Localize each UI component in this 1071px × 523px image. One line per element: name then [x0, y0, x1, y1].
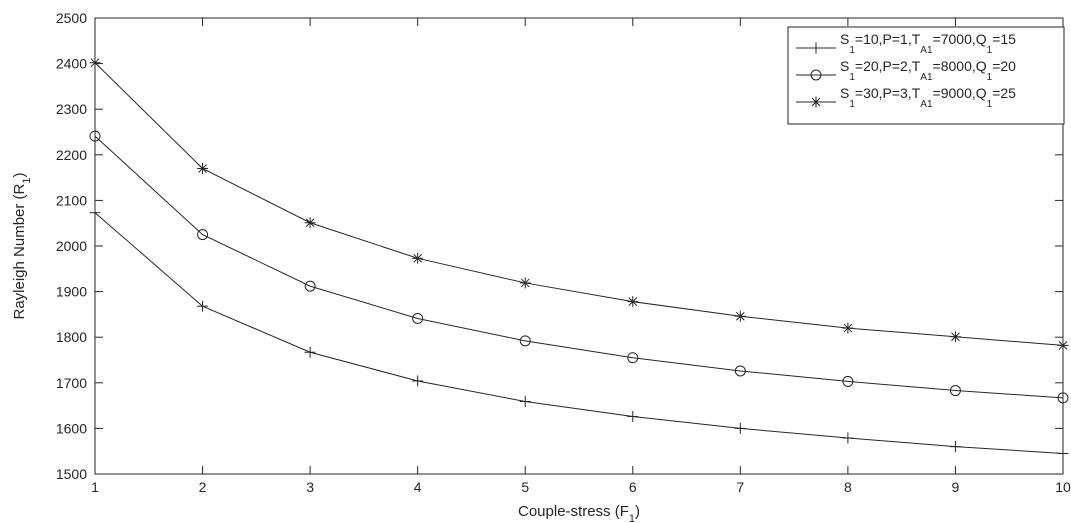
data-point-circle — [1057, 392, 1069, 404]
data-point-circle — [627, 352, 639, 364]
data-point-circle — [949, 385, 961, 397]
star-d2 — [951, 332, 960, 342]
data-point-plus — [89, 207, 101, 219]
series-line-asterisk — [94, 62, 1064, 346]
data-point-asterisk — [412, 252, 424, 264]
x-tick-label: 5 — [521, 479, 529, 495]
star-d2 — [305, 218, 315, 228]
data-point-asterisk — [519, 277, 531, 289]
y-tick-label: 2100 — [56, 192, 87, 208]
y-tick-label: 2500 — [56, 10, 87, 26]
legend-entry-circle: S1=20,P=2,TA1=8000,Q1=20 — [840, 58, 1016, 83]
series-layer — [89, 57, 1069, 459]
y-tick-label: 1500 — [56, 466, 87, 482]
legend-swatch-asterisk — [810, 96, 822, 108]
circle-mark — [842, 375, 854, 387]
legend-swatch-circle — [810, 69, 822, 81]
data-point-asterisk — [842, 322, 854, 334]
data-point-plus — [304, 346, 316, 358]
x-tick-label: 1 — [91, 479, 99, 495]
star-d2 — [520, 278, 530, 288]
data-point-circle — [734, 365, 746, 377]
data-point-plus — [627, 411, 639, 423]
data-point-asterisk — [949, 331, 961, 343]
data-point-circle — [412, 313, 424, 325]
circle-mark — [89, 130, 101, 142]
circle-mark — [734, 365, 746, 377]
legend-swatch-plus — [810, 42, 822, 54]
circle-mark — [627, 352, 639, 364]
x-tick-label: 4 — [414, 479, 422, 495]
circle-mark — [519, 335, 531, 347]
star-d2 — [413, 253, 423, 263]
y-tick-label: 1900 — [56, 284, 87, 300]
y-tick-label: 1600 — [56, 420, 87, 436]
circle-mark — [1057, 392, 1069, 404]
data-point-plus — [842, 432, 854, 444]
x-tick-label: 7 — [736, 479, 744, 495]
y-tick-label: 1700 — [56, 375, 87, 391]
legend: S1=10,P=1,TA1=7000,Q1=15S1=20,P=2,TA1=80… — [787, 26, 1065, 125]
x-tick-label: 10 — [1055, 479, 1071, 495]
data-point-circle — [519, 335, 531, 347]
legend-entry-asterisk: S1=30,P=3,TA1=9000,Q1=25 — [840, 85, 1016, 110]
data-point-circle — [197, 229, 209, 241]
y-tick-label: 1800 — [56, 329, 87, 345]
data-point-plus — [519, 395, 531, 407]
star-d2 — [198, 164, 207, 173]
data-point-asterisk — [1057, 339, 1069, 351]
y-tick-label: 2400 — [56, 56, 87, 72]
data-point-asterisk — [304, 217, 316, 229]
series-line-circle — [94, 135, 1064, 399]
legend-entry-plus: S1=10,P=1,TA1=7000,Q1=15 — [840, 31, 1016, 56]
x-tick-label: 3 — [306, 479, 314, 495]
star-d2 — [735, 311, 745, 321]
star-d2 — [628, 297, 638, 306]
data-point-asterisk — [627, 296, 639, 308]
y-tick-label: 2300 — [56, 101, 87, 117]
data-point-circle — [304, 280, 316, 292]
data-point-circle — [89, 130, 101, 142]
x-tick-label: 2 — [199, 479, 207, 495]
data-point-plus — [197, 300, 209, 312]
x-tick-label: 8 — [844, 479, 852, 495]
star-d2 — [811, 97, 821, 107]
circle-mark — [197, 229, 209, 241]
circle-mark — [810, 69, 822, 81]
y-tick-label: 2000 — [56, 238, 87, 254]
circle-mark — [412, 313, 424, 325]
y-tick-label: 2200 — [56, 147, 87, 163]
data-point-asterisk — [734, 310, 746, 322]
data-point-circle — [842, 375, 854, 387]
data-point-plus — [949, 441, 961, 453]
y-axis-title: Rayleigh Number (R1) — [11, 172, 33, 319]
circle-mark — [949, 385, 961, 397]
data-point-asterisk — [89, 57, 101, 69]
x-axis-title: Couple-stress (F1) — [518, 503, 640, 523]
series-line-plus — [94, 212, 1064, 454]
data-point-plus — [1057, 447, 1069, 459]
data-point-asterisk — [197, 162, 209, 174]
star-d2 — [843, 323, 853, 333]
x-tick-label: 9 — [952, 479, 960, 495]
data-point-plus — [412, 375, 424, 387]
axis-ticks: 1 2 3 4 5 6 7 8 9 10 1500 1600 1700 1800 1900 2000 2100 2… — [56, 10, 1071, 495]
star-d2 — [1058, 341, 1068, 350]
circle-mark — [304, 280, 316, 292]
x-tick-label: 6 — [629, 479, 637, 495]
data-point-plus — [734, 422, 746, 434]
star-d2 — [90, 58, 100, 68]
